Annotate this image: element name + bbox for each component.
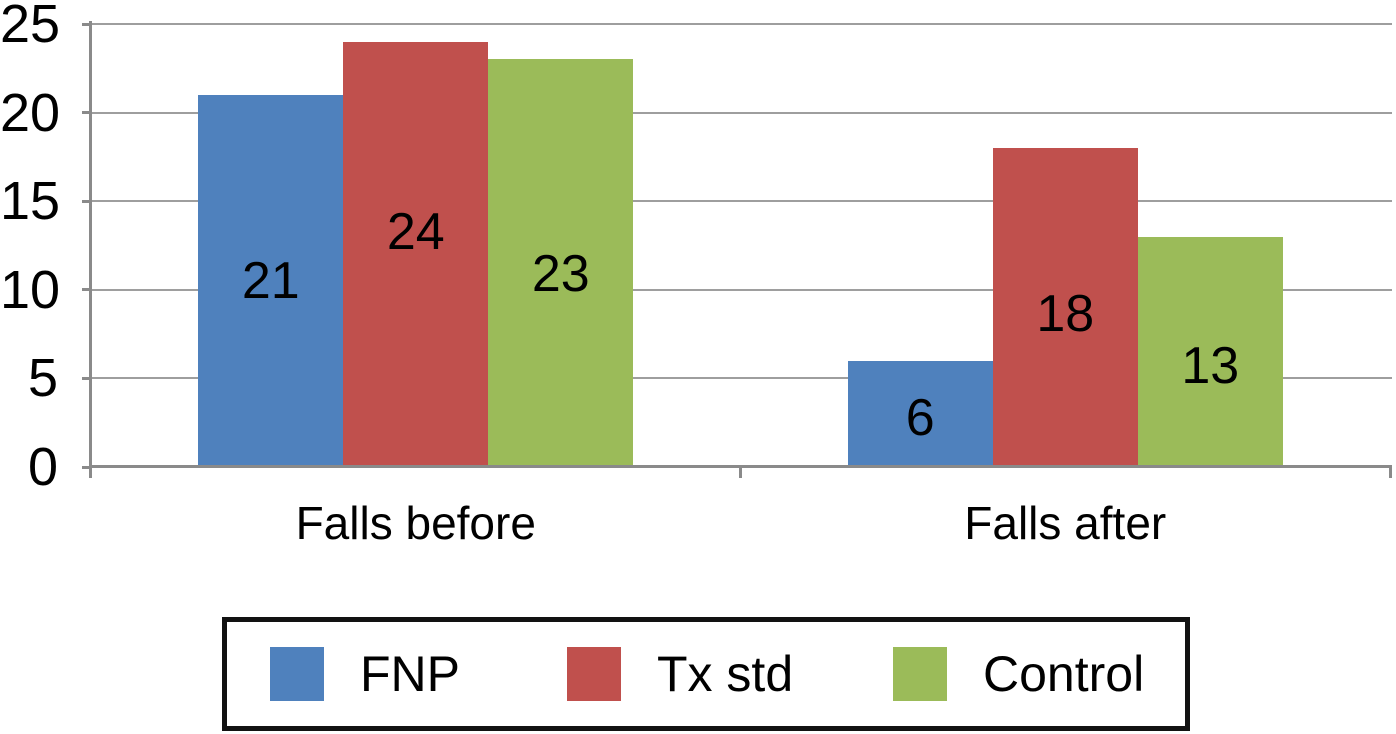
y-axis-tick xyxy=(82,199,91,203)
gridline-5 xyxy=(91,377,1392,380)
legend-label: Control xyxy=(983,646,1145,702)
bar-control-falls-after xyxy=(1137,236,1283,467)
y-axis-tick xyxy=(82,288,91,292)
legend-label: Tx std xyxy=(657,646,794,702)
bar-fnp-falls-after xyxy=(847,360,993,467)
bar-value-label-tx-std-falls-after: 18 xyxy=(1036,285,1095,343)
y-axis-tick-label: 20 xyxy=(0,82,61,143)
y-axis-tick-label: 15 xyxy=(0,171,61,232)
gridline-15 xyxy=(91,200,1392,203)
y-axis-tick xyxy=(82,465,91,469)
gridline-25 xyxy=(91,23,1392,25)
y-axis-tick xyxy=(82,111,91,115)
x-axis-category-label: Falls after xyxy=(964,497,1167,549)
bar-value-label-tx-std-falls-before: 24 xyxy=(386,203,445,261)
legend: FNP Tx std Control xyxy=(222,617,1190,731)
bar-fnp-falls-before xyxy=(198,94,344,467)
y-axis-tick xyxy=(82,22,91,26)
legend-item-fnp: FNP xyxy=(270,622,460,726)
legend-swatch-icon xyxy=(893,647,947,701)
bar-tx-std-falls-after xyxy=(992,148,1138,467)
bar-value-label-fnp-falls-before: 21 xyxy=(241,252,300,310)
y-axis-tick-label: 10 xyxy=(0,259,61,320)
legend-swatch-icon xyxy=(567,647,621,701)
gridline-20 xyxy=(91,111,1392,114)
y-axis-tick xyxy=(82,376,91,380)
bar-value-label-fnp-falls-after: 6 xyxy=(905,389,935,447)
legend-label: FNP xyxy=(360,646,460,702)
bar-value-label-control-falls-after: 13 xyxy=(1181,337,1240,395)
y-axis-line xyxy=(89,21,92,478)
bar-control-falls-before xyxy=(488,59,634,467)
y-axis-tick-label: 25 xyxy=(0,0,61,54)
x-axis-line xyxy=(89,465,1392,468)
legend-item-tx-std: Tx std xyxy=(567,622,793,726)
x-axis-tick xyxy=(739,467,742,478)
x-axis-category-label: Falls before xyxy=(295,497,536,549)
y-axis-tick-label: 0 xyxy=(27,437,58,497)
x-axis-tick xyxy=(1388,467,1392,478)
bar-value-label-control-falls-before: 23 xyxy=(531,245,590,303)
legend-swatch-icon xyxy=(270,647,324,701)
legend-item-control: Control xyxy=(893,622,1144,726)
gridline-10 xyxy=(91,288,1392,291)
y-axis-tick-label: 5 xyxy=(27,348,58,409)
bar-tx-std-falls-before xyxy=(343,41,489,467)
